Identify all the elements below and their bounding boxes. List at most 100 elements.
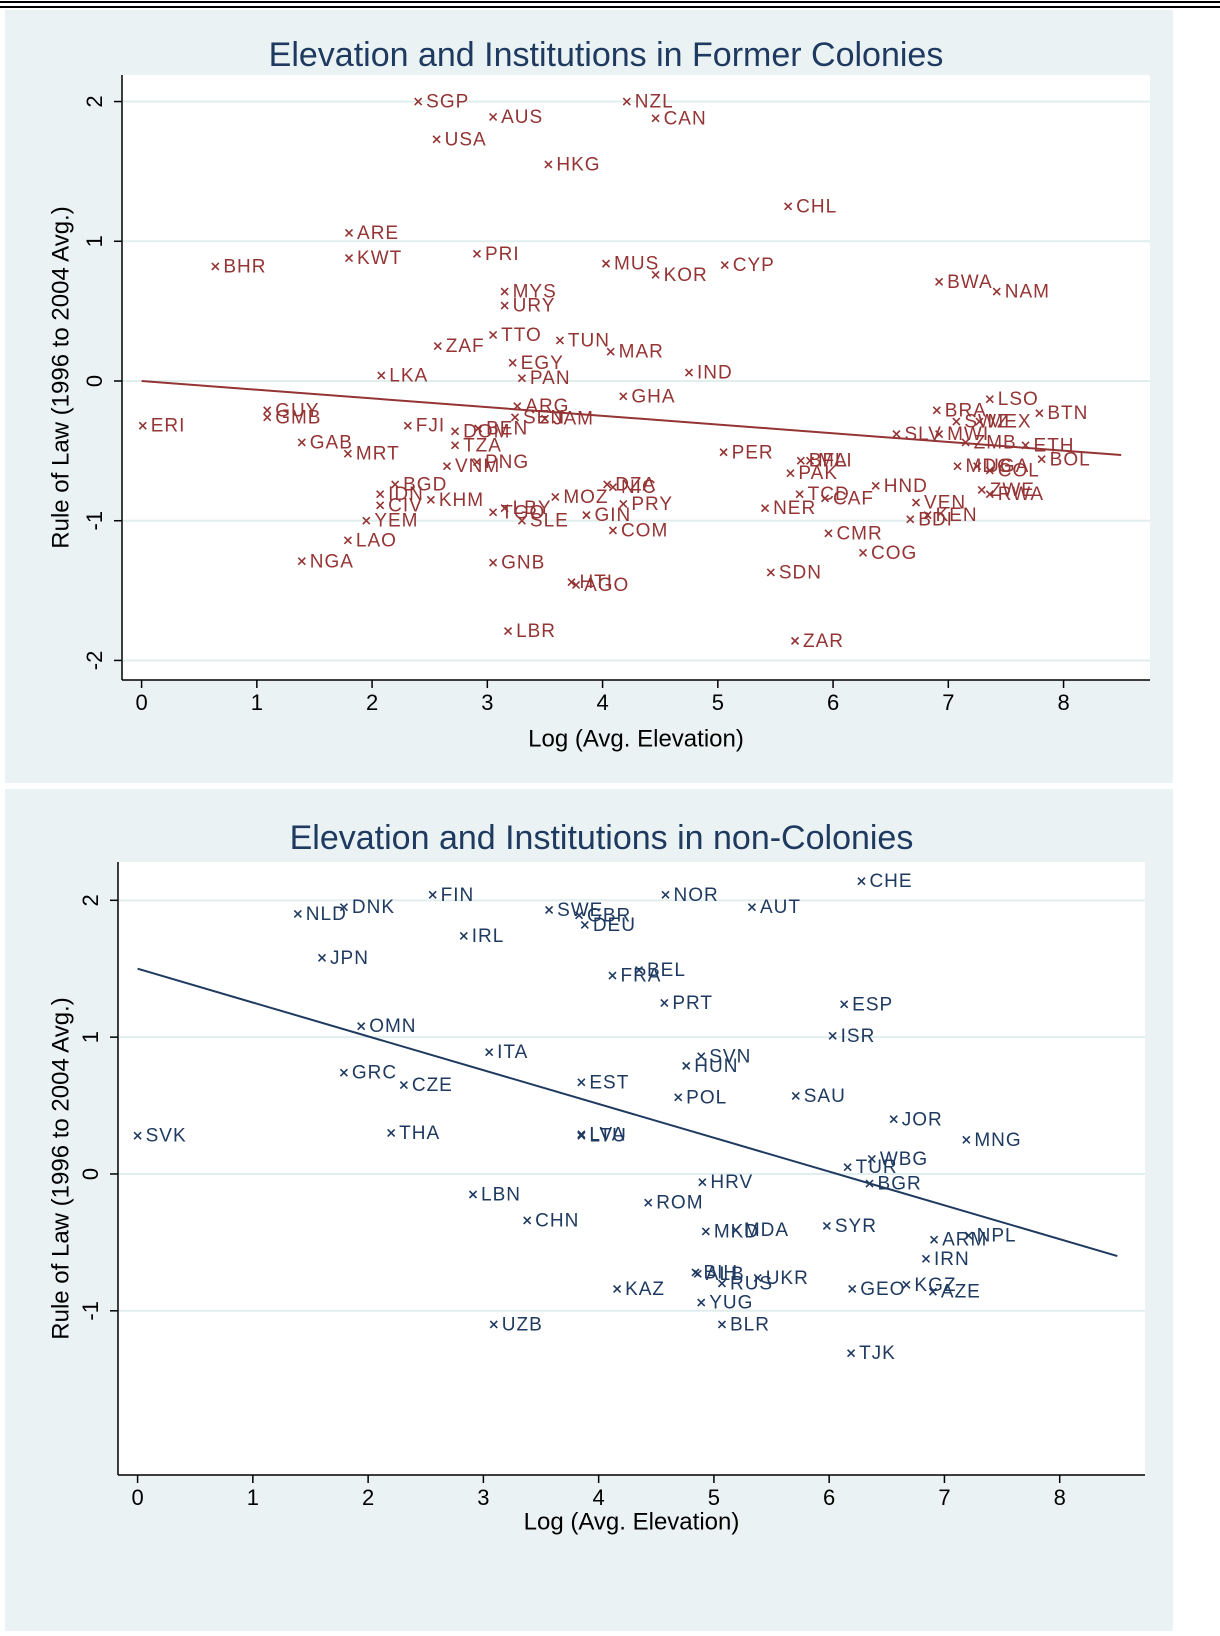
marker-stroke xyxy=(339,903,348,912)
marker-stroke xyxy=(795,490,804,499)
point-label: UGA xyxy=(985,456,1029,477)
marker-stroke xyxy=(619,392,628,401)
point xyxy=(790,636,800,645)
point-label: KOR xyxy=(664,265,708,286)
point-label: GMB xyxy=(275,407,321,428)
point-label: LTU xyxy=(589,1126,626,1147)
x-tick-label: 4 xyxy=(596,690,608,715)
point xyxy=(619,392,628,401)
point-label: AUT xyxy=(760,897,801,918)
x-axis-label: Log (Avg. Elevation) xyxy=(524,1508,740,1535)
plot-area xyxy=(118,862,1145,1475)
point xyxy=(317,953,327,962)
x-tick-label: 0 xyxy=(131,1485,143,1510)
x-tick-label: 8 xyxy=(1057,690,1069,715)
point xyxy=(504,627,513,636)
point-label: BTN xyxy=(1047,403,1088,424)
point-label: ITA xyxy=(497,1042,528,1063)
point xyxy=(1021,441,1030,450)
point xyxy=(962,1135,971,1144)
point-label: BLR xyxy=(730,1315,770,1336)
point xyxy=(399,1080,408,1090)
point xyxy=(828,1031,837,1040)
marker-stroke xyxy=(1021,441,1030,450)
point xyxy=(634,966,644,975)
marker-stroke xyxy=(577,1078,586,1087)
point xyxy=(489,508,498,517)
point-label: THA xyxy=(399,1123,440,1144)
point xyxy=(293,909,302,919)
point-label: TUR xyxy=(856,1157,898,1178)
point-label: BHR xyxy=(223,256,266,277)
point-label: ETH xyxy=(1034,435,1075,456)
marker-stroke xyxy=(911,498,921,507)
marker-stroke xyxy=(805,456,815,465)
point-label: GRC xyxy=(352,1063,397,1084)
point-label: MDA xyxy=(744,1220,789,1241)
point-label: FJI xyxy=(416,416,445,437)
chart-title: Elevation and Institutions in non-Coloni… xyxy=(290,819,914,857)
marker-stroke xyxy=(555,336,565,345)
point xyxy=(433,341,442,351)
point xyxy=(619,499,628,509)
marker-stroke xyxy=(211,262,220,271)
point xyxy=(674,1093,683,1102)
point xyxy=(784,202,793,211)
point xyxy=(377,371,386,380)
point xyxy=(660,998,669,1008)
point-label: EGY xyxy=(521,353,564,374)
marker-stroke xyxy=(489,558,498,567)
point xyxy=(766,568,775,577)
marker-stroke xyxy=(450,427,460,436)
marker-stroke xyxy=(720,260,729,270)
point xyxy=(953,462,962,471)
marker-stroke xyxy=(608,971,617,980)
y-tick-label: -2 xyxy=(82,651,107,671)
point-label: SLV xyxy=(904,424,942,445)
point xyxy=(952,417,961,426)
point-label: MNG xyxy=(974,1130,1021,1151)
point xyxy=(577,1131,586,1140)
marker-stroke xyxy=(485,1048,494,1057)
point xyxy=(691,1268,700,1277)
point xyxy=(414,97,423,106)
y-tick-label: -1 xyxy=(82,511,107,531)
point xyxy=(761,504,770,513)
marker-stroke xyxy=(952,417,961,426)
point-label: CZE xyxy=(412,1075,453,1096)
marker-stroke xyxy=(992,287,1001,296)
point xyxy=(472,457,482,467)
x-tick-label: 7 xyxy=(942,690,954,715)
point xyxy=(786,469,795,478)
marker-stroke xyxy=(719,448,728,457)
point xyxy=(684,368,694,377)
marker-stroke xyxy=(889,1115,898,1124)
marker-stroke xyxy=(387,1128,396,1137)
point xyxy=(698,1178,707,1187)
point xyxy=(928,1287,937,1296)
point-label: MDG xyxy=(966,456,1013,477)
point xyxy=(843,1163,852,1172)
marker-stroke xyxy=(790,636,800,645)
marker-stroke xyxy=(682,1061,691,1070)
marker-stroke xyxy=(414,97,423,106)
point xyxy=(343,449,352,458)
marker-stroke xyxy=(822,1221,831,1231)
point-label: DOM xyxy=(463,421,510,442)
marker-stroke xyxy=(1035,409,1044,418)
point xyxy=(297,438,306,447)
point xyxy=(468,1190,478,1199)
point-label: PRT xyxy=(672,993,713,1014)
marker-stroke xyxy=(691,1268,700,1277)
point xyxy=(847,1349,856,1358)
marker-stroke xyxy=(474,424,483,433)
marker-stroke xyxy=(843,1163,852,1172)
x-tick-label: 2 xyxy=(362,1485,374,1510)
point xyxy=(489,1320,498,1329)
point xyxy=(977,485,986,495)
point-label: FIN xyxy=(441,885,475,906)
marker-stroke xyxy=(766,568,775,577)
marker-stroke xyxy=(472,249,482,258)
marker-stroke xyxy=(651,114,660,123)
point xyxy=(608,971,617,980)
